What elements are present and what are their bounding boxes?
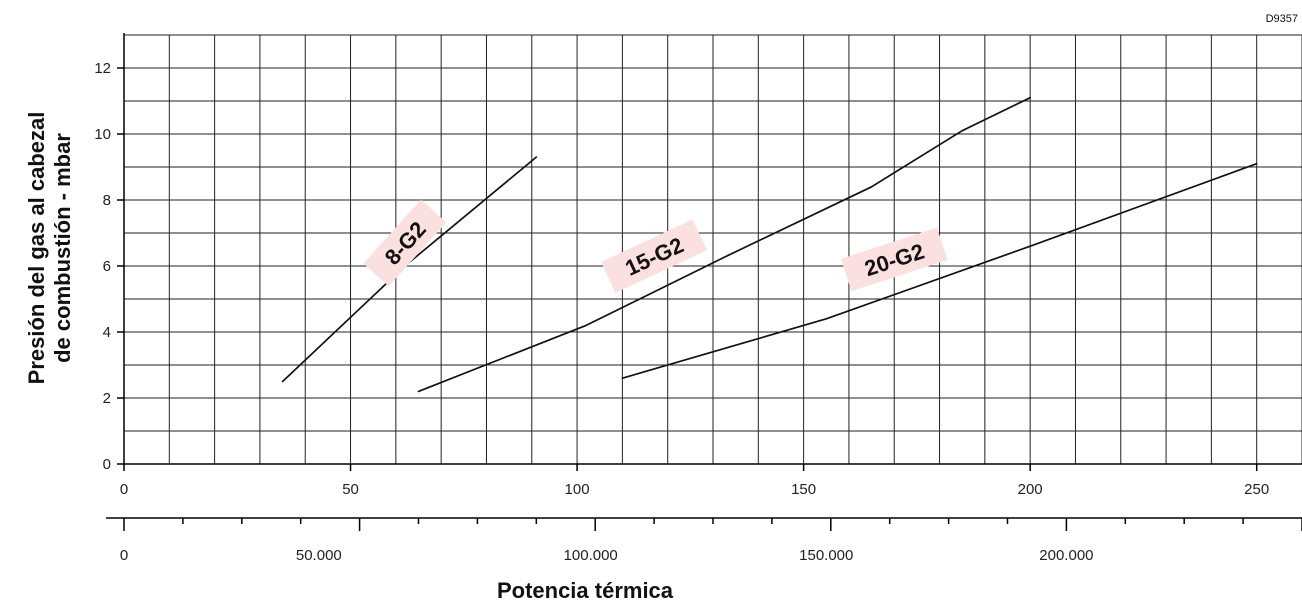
series-label-15-g2: 15-G2 — [601, 219, 708, 293]
figure-code: D9357 — [1266, 13, 1298, 25]
secondary-x-axis: 0 50.000 100.000 150.000 200.000 — [106, 517, 1302, 564]
series-label-background — [601, 219, 708, 293]
y-axis-title-line-2: de combustión - mbar — [50, 133, 75, 363]
axes — [123, 33, 1302, 465]
secondary-tick-label: 100.000 — [564, 547, 618, 564]
series-line-20-g2 — [621, 162, 1258, 380]
y-tick-label: 6 — [103, 258, 111, 275]
y-tick-label: 10 — [94, 126, 111, 143]
y-tick-label: 8 — [103, 192, 111, 209]
x-tick-label: 50 — [342, 481, 359, 498]
secondary-tick-label: 50.000 — [296, 547, 342, 564]
grid-lines — [124, 34, 1302, 464]
secondary-tick-label: 200.000 — [1039, 547, 1093, 564]
series-layer: 8-G2 15-G2 20-G2 — [281, 96, 1258, 393]
series-line-15-g2 — [417, 96, 1032, 393]
x-tick-label: 100 — [565, 481, 590, 498]
y-tick-label: 2 — [103, 390, 111, 407]
x-tick-label: 0 — [120, 481, 128, 498]
y-tick-label: 12 — [94, 60, 111, 77]
secondary-tick-label: 150.000 — [799, 547, 853, 564]
y-tick-label: 0 — [103, 456, 111, 473]
series-line-8-g2 — [281, 156, 538, 383]
y-tick-label: 4 — [103, 324, 111, 341]
x-axis-title: Potencia térmica — [497, 578, 674, 603]
secondary-tick-label: 0 — [120, 547, 128, 564]
series-label-background — [840, 227, 948, 292]
x-tick-label: 150 — [791, 481, 816, 498]
x-tick-label: 200 — [1018, 481, 1043, 498]
tick-labels: 0 50 100 150 200 250 0 2 4 6 8 10 12 — [94, 60, 1269, 498]
series-label-background — [363, 199, 447, 287]
y-axis-title-line-1: Presión del gas al cabezal — [24, 112, 49, 385]
x-tick-label: 250 — [1244, 481, 1269, 498]
